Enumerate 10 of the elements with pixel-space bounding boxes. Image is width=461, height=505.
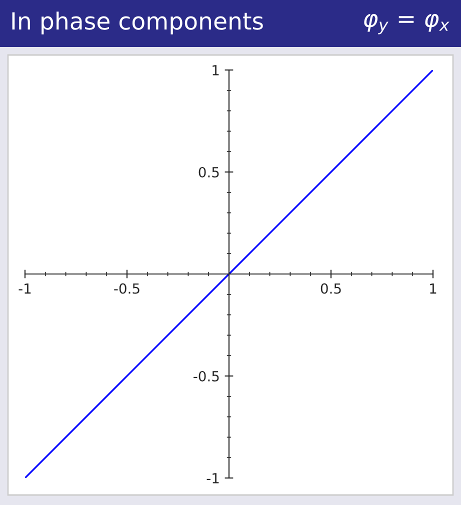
x-tick-label: -0.5 — [114, 283, 140, 294]
x-tick-label: -1 — [18, 283, 31, 294]
y-tick-label: 1 — [212, 65, 219, 76]
chart-subtitle: φ$_{y}$ = φ$_{x}$ — [364, 14, 450, 34]
x-tick-label: 1 — [430, 283, 436, 294]
x-tick-label: 0.5 — [320, 283, 341, 294]
y-tick-label: -1 — [206, 473, 219, 484]
y-tick-label: -0.5 — [194, 370, 219, 382]
chart-title: In phase components — [12, 12, 263, 34]
y-tick-label: 0.5 — [198, 166, 219, 178]
